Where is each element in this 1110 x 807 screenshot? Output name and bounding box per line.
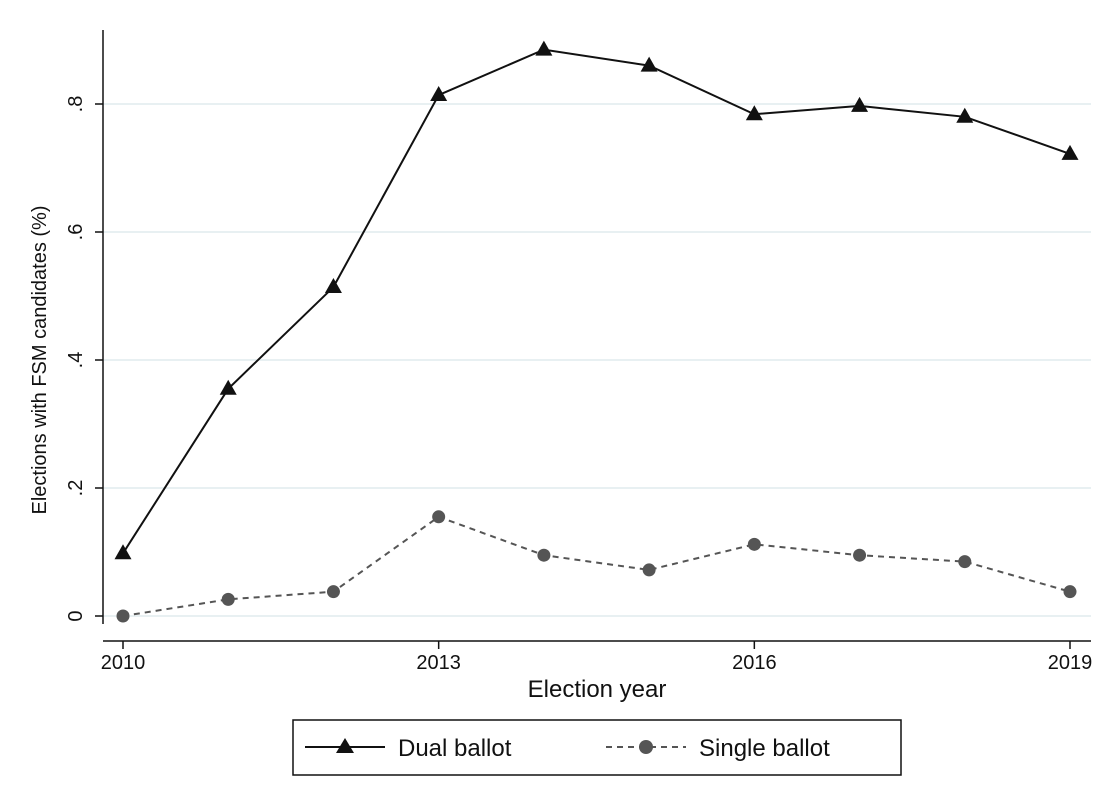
legend-box <box>292 719 902 776</box>
point-dual-ballot-2013 <box>430 86 448 102</box>
point-single-ballot-2014 <box>537 548 551 562</box>
point-dual-ballot-2016 <box>745 105 763 121</box>
x-tick-label-2: 2016 <box>732 652 777 674</box>
x-tick-label-3: 2019 <box>1048 652 1093 674</box>
axes: 0 .2 .4 .6 .8 2010 2013 2016 2019 <box>65 30 1092 674</box>
point-dual-ballot-2015 <box>640 56 658 72</box>
gridlines <box>103 103 1091 617</box>
point-single-ballot-2018 <box>958 555 972 569</box>
legend-single-marker-circle <box>639 740 653 754</box>
y-axis-title: Elections with FSM candidates (%) <box>29 205 51 514</box>
legend: Dual ballot Single ballot <box>292 719 902 776</box>
x-axis-title: Election year <box>528 676 667 703</box>
y-tick-label-1: .2 <box>65 480 87 497</box>
y-tick-label-2: .4 <box>65 352 87 369</box>
point-dual-ballot-2011 <box>219 379 237 395</box>
point-dual-ballot-2019 <box>1061 144 1079 160</box>
point-single-ballot-2012 <box>326 585 340 599</box>
point-dual-ballot-2017 <box>851 96 869 112</box>
series-line-single-ballot <box>122 515 1071 617</box>
point-dual-ballot-2018 <box>956 107 974 123</box>
legend-dual-label: Dual ballot <box>398 735 512 762</box>
point-single-ballot-2015 <box>642 563 656 577</box>
series-line-dual-ballot <box>122 48 1071 554</box>
point-dual-ballot-2010 <box>114 544 132 560</box>
y-tick-label-3: .6 <box>65 224 87 241</box>
y-tick-label-0: 0 <box>65 610 87 621</box>
legend-dual-marker-triangle <box>336 738 354 753</box>
x-tick-label-1: 2013 <box>416 652 461 674</box>
point-single-ballot-2011 <box>221 592 235 606</box>
legend-single-label: Single ballot <box>699 735 830 762</box>
point-dual-ballot-2012 <box>324 278 342 294</box>
point-single-ballot-2019 <box>1063 585 1077 599</box>
point-single-ballot-2017 <box>853 548 867 562</box>
point-single-ballot-2010 <box>116 609 130 623</box>
x-tick-label-0: 2010 <box>101 652 146 674</box>
series-layer <box>114 40 1079 623</box>
point-dual-ballot-2014 <box>535 40 553 56</box>
point-single-ballot-2016 <box>747 537 761 551</box>
point-single-ballot-2013 <box>432 510 446 524</box>
y-tick-label-4: .8 <box>65 96 87 113</box>
